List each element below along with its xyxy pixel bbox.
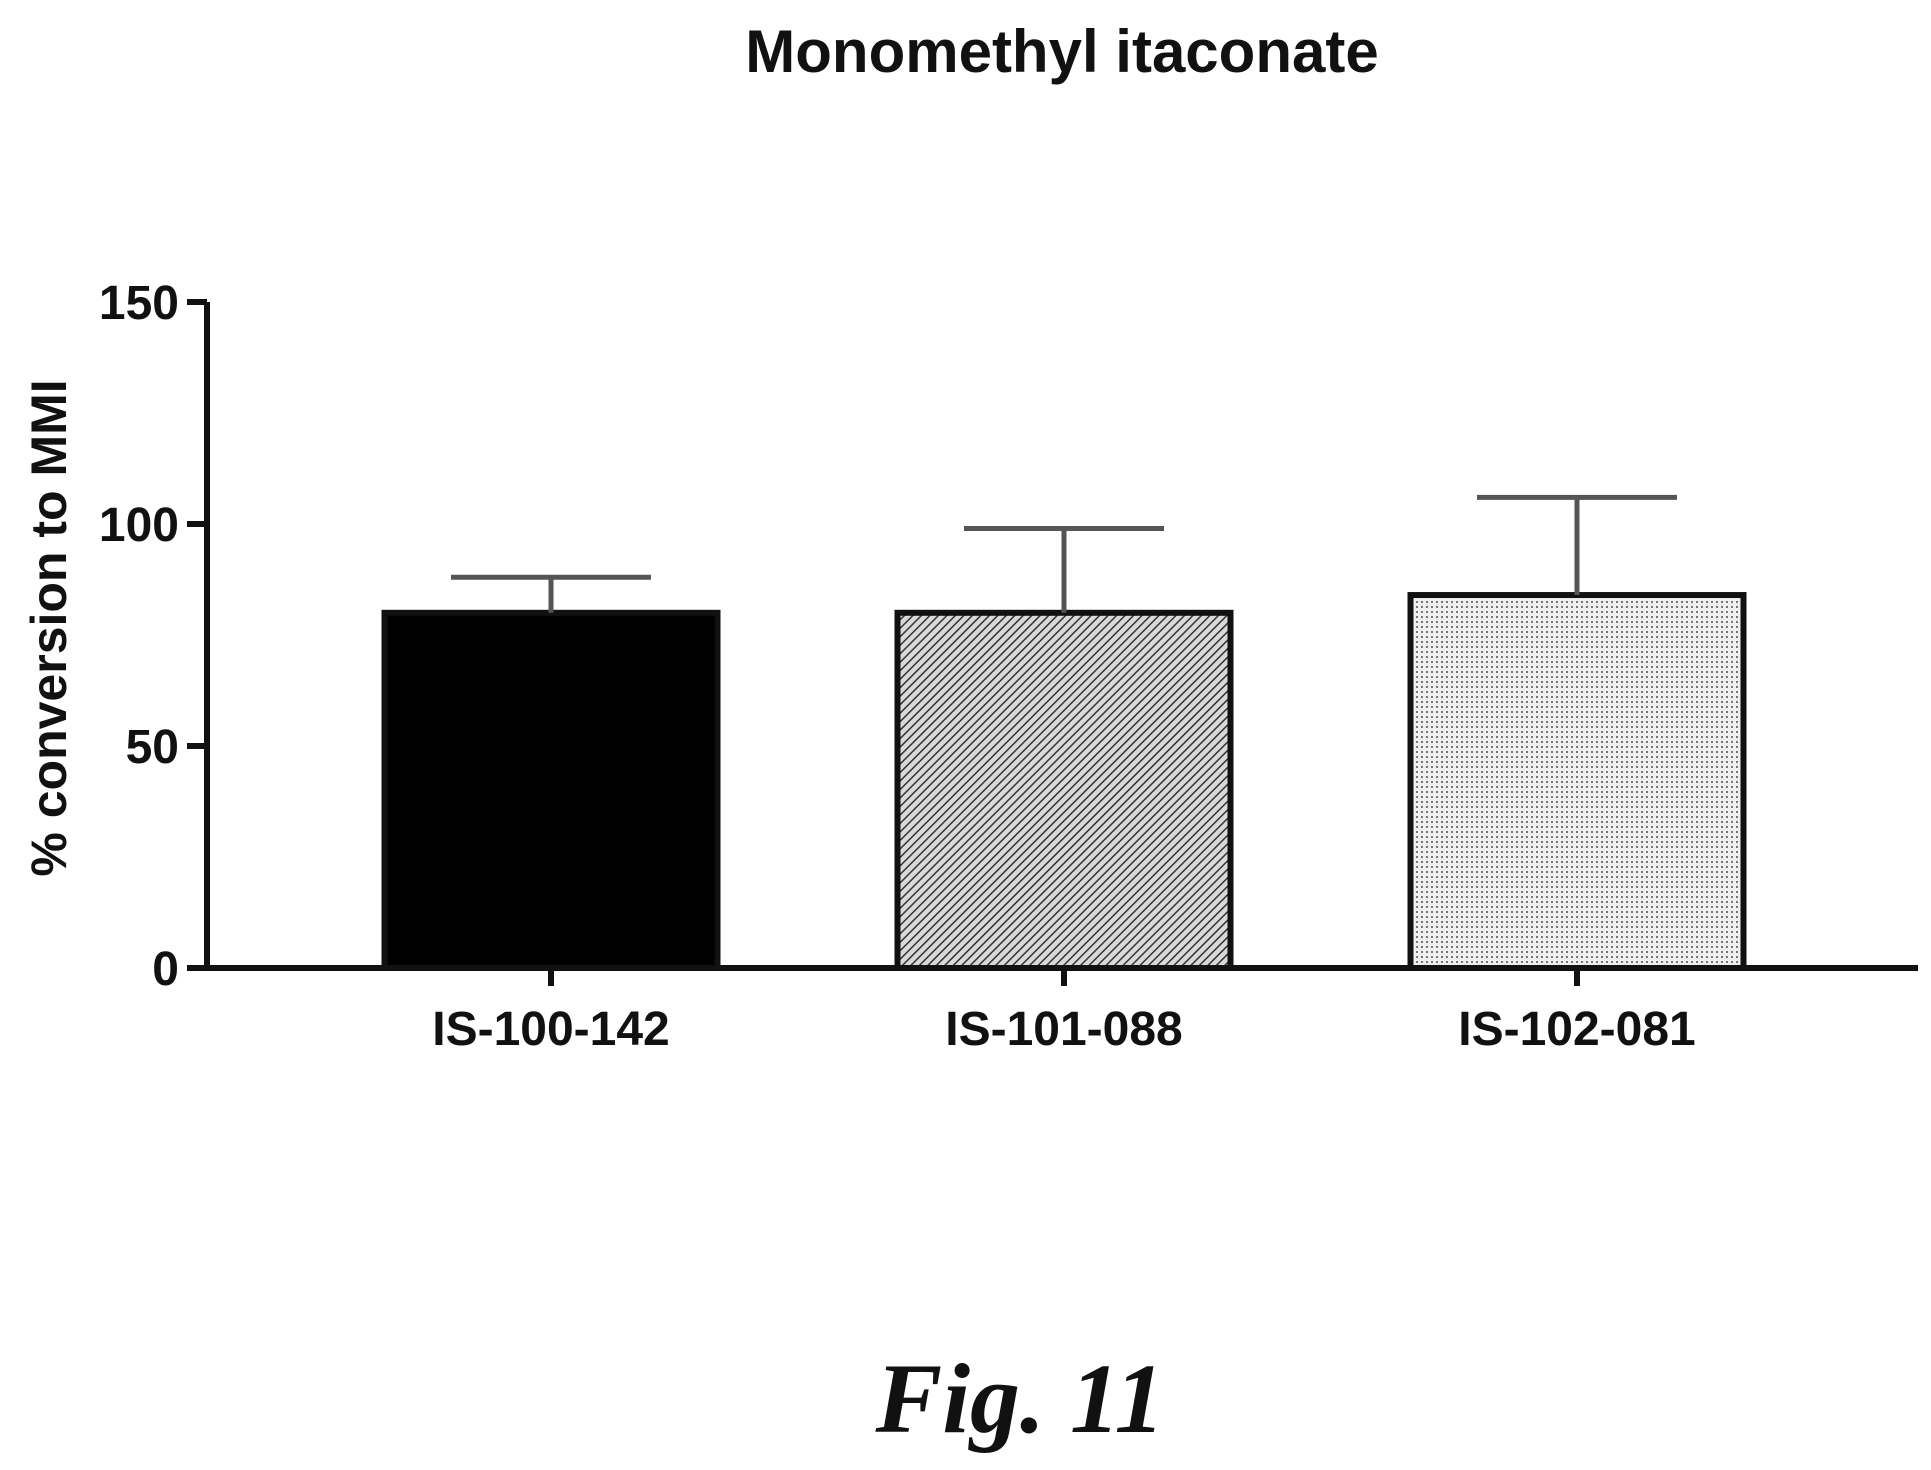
- x-axis: IS-100-142 IS-101-088 IS-102-081: [204, 965, 1918, 1056]
- y-tick-label: 150: [99, 277, 179, 330]
- x-tick-label: IS-101-088: [945, 1003, 1183, 1056]
- error-bars: [451, 494, 1677, 613]
- bar-1: [381, 609, 721, 971]
- x-tick-label: IS-102-081: [1458, 1003, 1696, 1056]
- y-tick-label: 50: [126, 721, 179, 774]
- y-axis-label: % conversion to MMI: [21, 379, 77, 876]
- x-tick-label: IS-100-142: [432, 1003, 670, 1056]
- y-tick-label: 0: [152, 943, 179, 996]
- figure-label: Fig. 11: [875, 1343, 1165, 1454]
- bar-2: [894, 609, 1234, 971]
- bars: [381, 592, 1747, 971]
- chart-title: Monomethyl itaconate: [745, 18, 1378, 85]
- y-tick-label: 100: [99, 499, 179, 552]
- bar-3: [1407, 592, 1747, 971]
- y-axis: 0 50 100 150: [99, 277, 210, 996]
